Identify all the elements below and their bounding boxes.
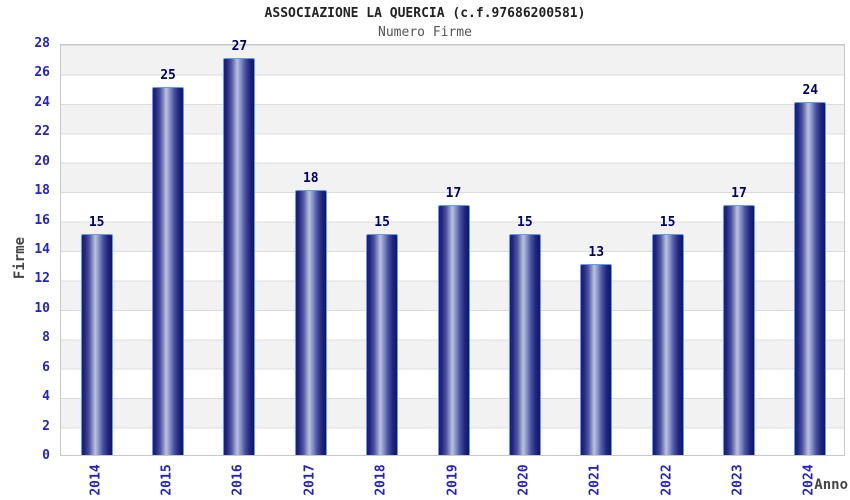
y-tick-label: 6 (42, 359, 50, 375)
y-tick-label: 26 (34, 65, 50, 81)
y-axis-title: Firme (12, 236, 28, 280)
bar-2014 (80, 234, 113, 455)
bar-value-label: 17 (731, 185, 747, 201)
y-tick-label: 8 (42, 330, 50, 346)
y-tick-label: 16 (34, 212, 50, 228)
chart-subtitle: Numero Firme (378, 25, 472, 40)
bar-value-label: 24 (802, 82, 819, 98)
bar-2020 (508, 234, 541, 455)
bar-2024 (794, 101, 827, 455)
y-tick-label: 2 (42, 418, 50, 434)
bar-2023 (722, 204, 755, 455)
x-tick-label: 2019 (445, 464, 460, 496)
bar-value-label: 15 (659, 215, 676, 231)
bar-2021 (580, 263, 613, 455)
bar-2022 (651, 234, 684, 455)
y-tick-label: 22 (34, 124, 50, 140)
bar-2019 (437, 204, 470, 455)
bar-value-label: 18 (302, 171, 319, 187)
bar-2017 (294, 190, 327, 455)
x-tick-label: 2017 (302, 464, 318, 496)
x-tick-label: 2023 (730, 464, 746, 496)
x-tick-label: 2020 (516, 464, 532, 496)
plot-area: 15 25 27 18 15 17 15 13 15 17 24 (60, 39, 845, 456)
bar-value-label: 25 (160, 68, 176, 84)
bar-value-label: 15 (88, 215, 105, 231)
x-axis-title: Anno (814, 477, 848, 493)
bar-value-label: 15 (374, 215, 390, 231)
x-tick-label: 2021 (587, 464, 603, 496)
y-tick-label: 18 (34, 183, 50, 199)
bar-2015 (152, 87, 185, 455)
x-tick-label: 2015 (159, 464, 175, 496)
bar-value-label: 27 (231, 38, 248, 54)
bar-value-label: 13 (588, 244, 605, 260)
y-tick-label: 20 (34, 153, 50, 169)
y-tick-label: 10 (34, 300, 50, 316)
chart-title: ASSOCIAZIONE LA QUERCIA (c.f.97686200581… (264, 6, 586, 21)
bar-2016 (223, 57, 256, 455)
y-tick-label: 0 (42, 448, 50, 463)
x-tick-label: 2016 (230, 464, 246, 496)
bar-value-label: 17 (445, 185, 462, 201)
x-tick-label: 2018 (373, 464, 389, 496)
x-tick-label: 2014 (88, 464, 104, 496)
bar-2018 (366, 234, 399, 455)
bar-value-label: 15 (517, 215, 533, 231)
x-tick-label: 2022 (659, 464, 675, 496)
y-tick-label: 4 (42, 389, 50, 405)
y-tick-label: 24 (34, 94, 50, 110)
